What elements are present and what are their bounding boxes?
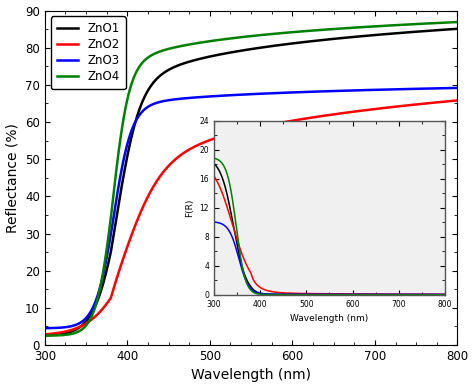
ZnO4 xyxy=(63,333,69,337)
ZnO2 xyxy=(443,99,448,104)
X-axis label: Wavelength (nm): Wavelength (nm) xyxy=(191,369,311,383)
ZnO2 xyxy=(367,107,373,112)
ZnO1 xyxy=(442,27,448,32)
Line: ZnO4: ZnO4 xyxy=(45,22,457,336)
Line: ZnO1: ZnO1 xyxy=(45,29,457,335)
ZnO2 xyxy=(442,99,448,104)
ZnO3 xyxy=(63,325,69,329)
ZnO1 xyxy=(243,48,248,52)
ZnO4 xyxy=(42,333,48,338)
ZnO3 xyxy=(442,86,448,90)
Legend: ZnO1, ZnO2, ZnO3, ZnO4: ZnO1, ZnO2, ZnO3, ZnO4 xyxy=(51,16,126,89)
ZnO4 xyxy=(443,20,448,25)
ZnO2 xyxy=(455,98,460,103)
ZnO3 xyxy=(42,326,48,331)
ZnO2 xyxy=(63,329,69,334)
ZnO1 xyxy=(367,33,373,38)
ZnO1 xyxy=(455,26,460,31)
ZnO1 xyxy=(63,331,69,335)
ZnO1 xyxy=(232,49,237,54)
ZnO4 xyxy=(442,20,448,25)
ZnO1 xyxy=(443,27,448,32)
ZnO3 xyxy=(232,93,237,97)
ZnO4 xyxy=(243,35,248,39)
ZnO2 xyxy=(243,128,248,132)
ZnO4 xyxy=(367,24,373,29)
Line: ZnO2: ZnO2 xyxy=(45,100,457,334)
ZnO1 xyxy=(42,333,48,338)
Y-axis label: Reflectance (%): Reflectance (%) xyxy=(6,123,19,233)
ZnO3 xyxy=(367,88,373,92)
ZnO3 xyxy=(243,92,248,97)
Line: ZnO3: ZnO3 xyxy=(45,88,457,328)
ZnO2 xyxy=(42,332,48,337)
ZnO4 xyxy=(232,36,237,40)
ZnO2 xyxy=(232,130,237,135)
ZnO3 xyxy=(455,86,460,90)
ZnO4 xyxy=(455,20,460,24)
ZnO3 xyxy=(443,86,448,90)
